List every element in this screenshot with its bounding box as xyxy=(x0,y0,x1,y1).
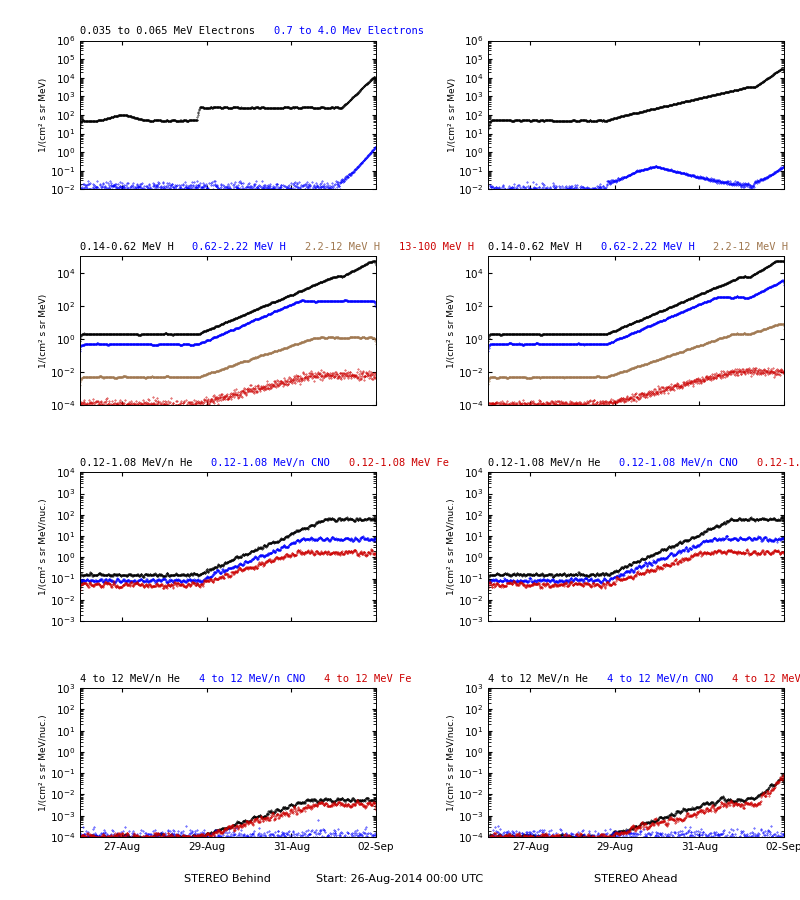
Text: 0.12-1.08 MeV Fe: 0.12-1.08 MeV Fe xyxy=(349,458,449,468)
Text: 4 to 12 MeV/n He: 4 to 12 MeV/n He xyxy=(80,673,198,684)
Text: 4 to 12 MeV/n CNO: 4 to 12 MeV/n CNO xyxy=(198,673,324,684)
Text: 0.12-1.08 MeV/n He: 0.12-1.08 MeV/n He xyxy=(80,458,211,468)
Y-axis label: 1/(cm² s sr MeV): 1/(cm² s sr MeV) xyxy=(447,77,457,152)
Text: 4 to 12 MeV/n He: 4 to 12 MeV/n He xyxy=(488,673,607,684)
Text: 0.12-1.08 MeV/n He: 0.12-1.08 MeV/n He xyxy=(488,458,619,468)
Y-axis label: 1/(cm² s sr MeV/nuc.): 1/(cm² s sr MeV/nuc.) xyxy=(39,499,48,595)
Y-axis label: 1/(cm² s sr MeV/nuc.): 1/(cm² s sr MeV/nuc.) xyxy=(447,499,457,595)
Y-axis label: 1/(cm² s sr MeV/nuc.): 1/(cm² s sr MeV/nuc.) xyxy=(39,715,48,811)
Y-axis label: 1/(cm² s sr MeV): 1/(cm² s sr MeV) xyxy=(39,77,48,152)
Text: 0.7 to 4.0 Mev Electrons: 0.7 to 4.0 Mev Electrons xyxy=(274,26,424,36)
Text: 4 to 12 MeV/n CNO: 4 to 12 MeV/n CNO xyxy=(607,673,732,684)
Text: 2.2-12 MeV H: 2.2-12 MeV H xyxy=(714,242,800,252)
Text: 0.12-1.08 MeV/n CNO: 0.12-1.08 MeV/n CNO xyxy=(211,458,349,468)
Text: STEREO Behind: STEREO Behind xyxy=(185,874,271,884)
Text: 4 to 12 MeV Fe: 4 to 12 MeV Fe xyxy=(732,673,800,684)
Text: 0.12-1.08 MeV Fe: 0.12-1.08 MeV Fe xyxy=(757,458,800,468)
Text: 0.14-0.62 MeV H: 0.14-0.62 MeV H xyxy=(80,242,193,252)
Text: 0.14-0.62 MeV H: 0.14-0.62 MeV H xyxy=(488,242,601,252)
Text: 0.12-1.08 MeV/n CNO: 0.12-1.08 MeV/n CNO xyxy=(619,458,757,468)
Text: 0.035 to 0.065 MeV Electrons: 0.035 to 0.065 MeV Electrons xyxy=(80,26,274,36)
Text: 2.2-12 MeV H: 2.2-12 MeV H xyxy=(305,242,398,252)
Y-axis label: 1/(cm² s sr MeV): 1/(cm² s sr MeV) xyxy=(39,293,48,368)
Text: 0.62-2.22 MeV H: 0.62-2.22 MeV H xyxy=(601,242,714,252)
Text: 4 to 12 MeV Fe: 4 to 12 MeV Fe xyxy=(324,673,411,684)
Text: STEREO Ahead: STEREO Ahead xyxy=(594,874,678,884)
Text: 13-100 MeV H: 13-100 MeV H xyxy=(398,242,474,252)
Y-axis label: 1/(cm² s sr MeV/nuc.): 1/(cm² s sr MeV/nuc.) xyxy=(447,715,456,811)
Y-axis label: 1/(cm² s sr MeV): 1/(cm² s sr MeV) xyxy=(447,293,456,368)
Text: Start: 26-Aug-2014 00:00 UTC: Start: 26-Aug-2014 00:00 UTC xyxy=(317,874,483,884)
Text: 0.62-2.22 MeV H: 0.62-2.22 MeV H xyxy=(193,242,305,252)
